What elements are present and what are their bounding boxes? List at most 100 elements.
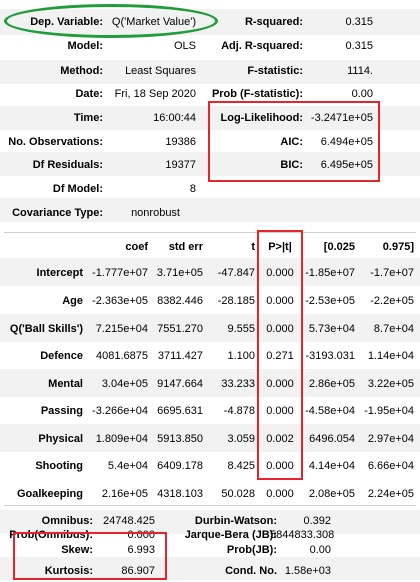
row-stripe — [0, 106, 420, 130]
row-stripe — [0, 198, 420, 222]
table-divider — [4, 232, 416, 233]
adj-r-squared-label: Adj. R-squared: — [221, 40, 303, 52]
cell-ci-upper: -1.7e+07 — [370, 267, 414, 279]
cell-ci-upper: 3.22e+05 — [367, 378, 414, 390]
prob-f-statistic-value: 0.00 — [351, 88, 373, 100]
f-statistic-value: 1114. — [347, 65, 373, 77]
row-stripe — [0, 369, 420, 397]
header-t: t — [251, 241, 255, 253]
cell-ci-lower: 6496.054 — [309, 433, 355, 445]
jarque-bera-label: Jarque-Bera (JB): — [184, 529, 277, 541]
durbin-watson-value: 0.392 — [303, 515, 331, 527]
cell-coef: 1.809e+04 — [95, 433, 148, 445]
covariance-type-value: nonrobust — [131, 207, 180, 219]
cell-std-err: 8382.446 — [157, 295, 203, 307]
row-name: Goalkeeping — [16, 488, 83, 500]
row-name: Physical — [38, 433, 83, 445]
row-stripe — [0, 510, 420, 534]
cell-ci-upper: 6.66e+04 — [367, 460, 414, 472]
cell-ci-upper: -1.95e+04 — [364, 405, 414, 417]
cell-coef: -2.363e+05 — [92, 295, 148, 307]
omnibus-label: Omnibus: — [41, 515, 93, 527]
cell-t: 1.100 — [227, 350, 255, 362]
cell-coef: 3.04e+05 — [101, 378, 148, 390]
method-value: Least Squares — [125, 65, 196, 77]
header-ci-lower: [0.025 — [323, 241, 355, 253]
cell-std-err: 6695.631 — [157, 405, 203, 417]
cell-p-value: 0.000 — [266, 405, 294, 417]
df-model-value: 8 — [189, 183, 196, 195]
cell-ci-lower: -3193.031 — [305, 350, 355, 362]
durbin-watson-label: Durbin-Watson: — [194, 515, 277, 527]
cell-t: 9.555 — [227, 323, 255, 335]
cell-std-err: 4318.103 — [157, 488, 203, 500]
omnibus-value: 24748.425 — [103, 515, 155, 527]
prob-jb-label: Prob(JB): — [226, 544, 277, 556]
f-statistic-label: F-statistic: — [247, 65, 303, 77]
df-model-label: Df Model: — [52, 183, 103, 195]
cell-p-value: 0.000 — [266, 378, 294, 390]
row-name: Mental — [48, 378, 83, 390]
row-stripe — [0, 60, 420, 84]
cell-coef: 4081.6875 — [96, 350, 148, 362]
cell-p-value: 0.000 — [266, 267, 294, 279]
skew-kurtosis-highlight-box — [13, 532, 167, 580]
table-divider — [4, 505, 416, 506]
time-label: Time: — [73, 112, 103, 124]
skew-value: 6.993 — [127, 544, 155, 556]
prob-omnibus-label: Prob(Omnibus): — [9, 529, 93, 541]
cell-ci-lower: -4.58e+04 — [305, 405, 355, 417]
header-coef: coef — [125, 241, 148, 253]
cell-std-err: 3.71e+05 — [156, 267, 203, 279]
aic-label: AIC: — [280, 136, 303, 148]
prob-f-statistic-label: Prob (F-statistic): — [211, 88, 303, 100]
cell-p-value: 0.000 — [266, 460, 294, 472]
log-likelihood-label: Log-Likelihood: — [220, 112, 303, 124]
cell-p-value: 0.000 — [266, 295, 294, 307]
cell-ci-lower: 2.08e+05 — [308, 488, 355, 500]
prob-jb-value: 0.00 — [309, 544, 331, 556]
cell-t: 3.059 — [227, 433, 255, 445]
date-value: Fri, 18 Sep 2020 — [114, 88, 196, 100]
cell-coef: 5.4e+04 — [107, 460, 148, 472]
kurtosis-value: 86.907 — [121, 565, 155, 577]
cell-ci-lower: -2.53e+05 — [305, 295, 355, 307]
cell-coef: 2.16e+05 — [101, 488, 148, 500]
row-name: Age — [62, 295, 83, 307]
cell-ci-lower: 4.14e+04 — [308, 460, 355, 472]
date-label: Date: — [75, 88, 103, 100]
header-p-value: P>|t| — [268, 241, 292, 253]
row-stripe — [0, 152, 420, 176]
cell-ci-lower: 5.73e+04 — [308, 323, 355, 335]
aic-value: 6.494e+05 — [320, 136, 373, 148]
model-label: Model: — [67, 40, 103, 52]
cell-t: 50.028 — [221, 488, 255, 500]
adj-r-squared-value: 0.315 — [345, 40, 373, 52]
row-name: Shooting — [35, 460, 83, 472]
row-stripe — [0, 557, 420, 580]
time-value: 16:00:44 — [153, 112, 196, 124]
cell-ci-upper: 2.24e+05 — [367, 488, 414, 500]
cell-coef: 7.215e+04 — [95, 323, 148, 335]
cell-t: 33.233 — [221, 378, 255, 390]
cell-ci-upper: 1.14e+04 — [367, 350, 414, 362]
row-name: Intercept — [36, 267, 83, 279]
bic-label: BIC: — [280, 159, 303, 171]
no-observations-value: 19386 — [165, 136, 196, 148]
cell-p-value: 0.000 — [266, 488, 294, 500]
header-ci-upper: 0.975] — [382, 241, 414, 253]
p-value-column-highlight-box — [257, 230, 303, 480]
kurtosis-label: Kurtosis: — [44, 565, 93, 577]
cell-t: -4.878 — [223, 405, 255, 417]
information-criteria-highlight-box — [208, 101, 380, 182]
cell-ci-lower: 2.86e+05 — [308, 378, 355, 390]
cell-p-value: 0.002 — [266, 433, 294, 445]
cell-ci-upper: -2.2e+05 — [370, 295, 414, 307]
cell-ci-upper: 2.97e+04 — [367, 433, 414, 445]
cell-ci-upper: 8.7e+04 — [373, 323, 414, 335]
method-label: Method: — [60, 65, 103, 77]
model-value: OLS — [173, 40, 196, 52]
prob-omnibus-value: 0.000 — [127, 529, 155, 541]
cell-coef: -3.266e+04 — [92, 405, 148, 417]
cond-no-label: Cond. No. — [225, 565, 277, 577]
